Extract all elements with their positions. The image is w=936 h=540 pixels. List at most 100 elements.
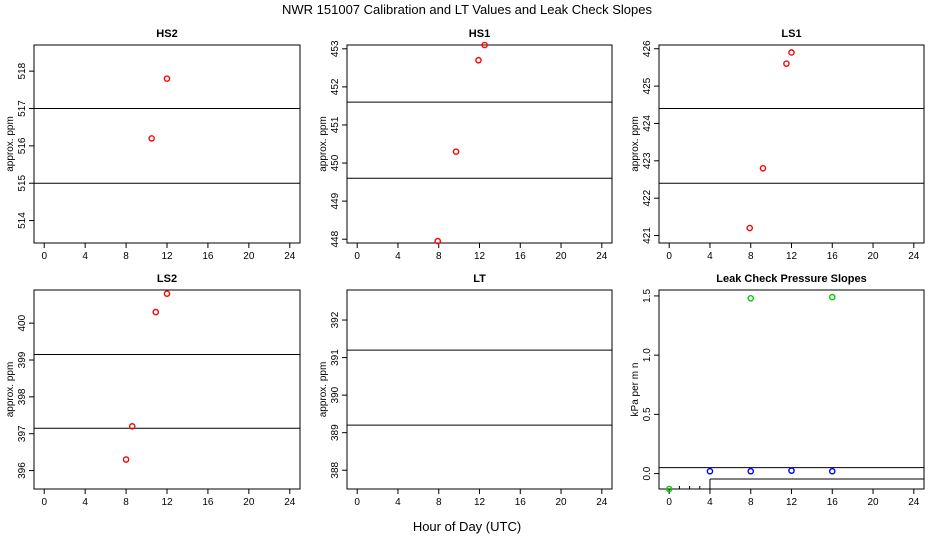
- x-tick-label: 8: [436, 497, 442, 508]
- y-axis-label: approx. ppm: [318, 116, 329, 172]
- x-tick-label: 8: [123, 497, 129, 508]
- plot-frame: [346, 44, 613, 244]
- x-tick-label: 20: [555, 251, 567, 262]
- panel-title: HS1: [469, 28, 490, 40]
- x-tick-label: 4: [395, 497, 401, 508]
- y-tick-label: 398: [17, 388, 28, 405]
- data-point: [152, 308, 160, 316]
- y-tick-label: 396: [17, 462, 28, 479]
- y-tick-label: 448: [330, 230, 341, 247]
- y-tick-label: 450: [330, 154, 341, 171]
- panel-5: Leak Check Pressure Slopes 0 4 8 12 16 20 24 0.0…: [630, 273, 925, 508]
- x-tick-label: 16: [515, 251, 527, 262]
- y-tick-label: 449: [330, 192, 341, 209]
- y-tick-label: 1.0: [642, 348, 653, 362]
- x-tick-label: 24: [284, 251, 296, 262]
- data-point: [747, 294, 755, 302]
- x-tick-label: 4: [82, 497, 88, 508]
- y-tick-label: 424: [642, 115, 653, 132]
- y-axis-label: kPa per m n: [630, 363, 641, 417]
- y-tick-label: 0.0: [642, 466, 653, 480]
- plot-frame: [33, 289, 301, 490]
- x-tick-label: 8: [436, 251, 442, 262]
- y-axis-label: approx. ppm: [630, 116, 641, 172]
- y-tick-label: 400: [17, 314, 28, 331]
- panel-4: LT 0 4 8 12 16 20 24 388 389 390 391 392 approx. ppm: [318, 273, 613, 508]
- y-tick-label: 515: [17, 174, 28, 191]
- x-tick-label: 4: [395, 251, 401, 262]
- data-point: [788, 467, 795, 474]
- y-tick-label: 517: [17, 100, 28, 117]
- y-tick-label: 453: [330, 40, 341, 57]
- x-tick-label: 24: [284, 497, 296, 508]
- panel-1: HS1 0 4 8 12 16 20 24 448 449 450 451 452 453 approx. …: [318, 28, 613, 262]
- x-tick-label: 16: [515, 497, 527, 508]
- panel-2: LS1 0 4 8 12 16 20 24 421 422 423 424 425 426 approx. …: [630, 28, 925, 262]
- y-tick-label: 397: [17, 425, 28, 442]
- data-point: [746, 224, 754, 232]
- panel-0: HS2 0 4 8 12 16 20 24 514 515 516 517 518 approx. ppm: [5, 28, 301, 262]
- data-point: [759, 164, 767, 172]
- x-tick-label: 12: [161, 497, 173, 508]
- y-tick-label: 423: [642, 152, 653, 169]
- x-tick-label: 0: [666, 251, 672, 262]
- x-tick-label: 0: [41, 497, 47, 508]
- panel-title: LT: [473, 273, 486, 285]
- y-axis-label: approx. ppm: [318, 362, 329, 418]
- plot-frame: [658, 44, 925, 244]
- data-point: [163, 75, 171, 82]
- panel-title: LS1: [781, 28, 801, 40]
- y-tick-label: 426: [642, 40, 653, 57]
- y-tick-label: 392: [330, 311, 341, 328]
- x-tick-label: 24: [908, 251, 920, 262]
- y-tick-label: 422: [642, 189, 653, 206]
- x-tick-label: 8: [748, 251, 754, 262]
- y-tick-label: 516: [17, 137, 28, 154]
- x-tick-label: 20: [867, 251, 879, 262]
- x-tick-label: 16: [202, 497, 214, 508]
- data-point: [434, 237, 442, 245]
- data-point: [163, 290, 171, 297]
- y-tick-label: 0.5: [642, 407, 653, 421]
- y-tick-label: 390: [330, 386, 341, 403]
- panels: HS2 0 4 8 12 16 20 24 514 515 516 517 518 approx. ppm…: [5, 28, 925, 508]
- x-tick-label: 24: [596, 251, 608, 262]
- data-point: [481, 41, 488, 49]
- x-tick-label: 20: [867, 497, 879, 508]
- x-tick-label: 4: [707, 497, 713, 508]
- x-tick-label: 20: [243, 497, 255, 508]
- x-tick-label: 0: [354, 497, 360, 508]
- x-tick-label: 24: [908, 497, 920, 508]
- y-tick-label: 452: [330, 78, 341, 95]
- x-tick-label: 4: [707, 251, 713, 262]
- x-tick-label: 12: [786, 497, 798, 508]
- data-point: [148, 135, 155, 142]
- y-tick-label: 425: [642, 77, 653, 94]
- x-tick-label: 12: [786, 251, 798, 262]
- y-tick-label: 421: [642, 227, 653, 244]
- panel-title: HS2: [156, 28, 177, 40]
- y-axis-label: approx. ppm: [5, 362, 16, 418]
- y-tick-label: 451: [330, 116, 341, 133]
- x-tick-label: 0: [666, 497, 672, 508]
- x-tick-label: 20: [243, 251, 255, 262]
- data-point: [128, 423, 136, 430]
- plot-frame: [658, 289, 925, 490]
- x-tick-label: 20: [555, 497, 567, 508]
- y-tick-label: 514: [17, 212, 28, 229]
- panel-title: LS2: [157, 273, 177, 285]
- y-tick-label: 1.5: [642, 289, 653, 303]
- data-point: [828, 293, 836, 301]
- y-axis-label: approx. ppm: [5, 116, 16, 172]
- x-tick-label: 0: [41, 251, 47, 262]
- x-tick-label: 12: [161, 251, 173, 262]
- y-tick-label: 518: [17, 62, 28, 79]
- data-point: [783, 60, 790, 67]
- figure-title: NWR 151007 Calibration and LT Values and…: [282, 2, 652, 17]
- x-tick-label: 24: [596, 497, 608, 508]
- y-tick-label: 391: [330, 349, 341, 366]
- y-tick-label: 399: [17, 351, 28, 368]
- x-tick-label: 12: [474, 497, 486, 508]
- x-tick-label: 16: [202, 251, 214, 262]
